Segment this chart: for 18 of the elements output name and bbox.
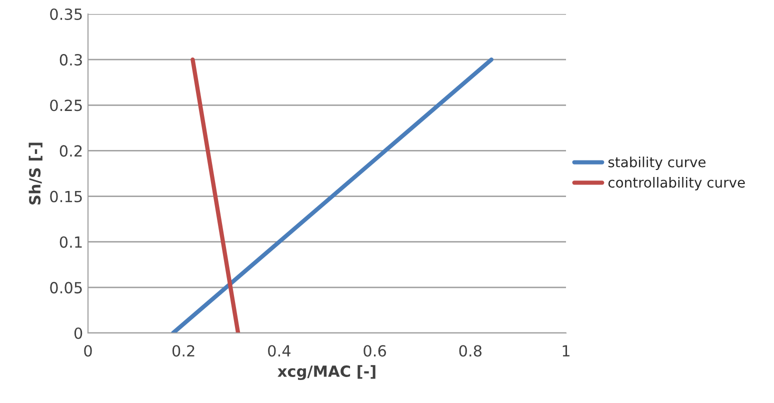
y-tick-label: 0	[74, 327, 82, 340]
legend-label: controllability curve	[608, 176, 745, 190]
x-tick-label: 0.4	[268, 345, 290, 357]
legend-label: stability curve	[608, 156, 706, 170]
x-tick-label: 1	[562, 345, 570, 356]
y-tick-label: 0.15	[50, 190, 82, 202]
x-tick-label: 0	[84, 345, 92, 357]
y-tick-label: 0.05	[50, 282, 82, 294]
x-tick-label: 0.2	[172, 345, 194, 357]
y-tick-label: 0.35	[50, 8, 82, 20]
x-tick-label: 0.8	[459, 345, 482, 357]
x-axis-title: xcg/MAC [-]	[278, 365, 376, 380]
y-tick-label: 0.1	[60, 236, 82, 248]
y-tick-label: 0.3	[60, 54, 82, 66]
y-axis-title: Sh/S [-]	[28, 142, 42, 204]
x-tick-label: 0.6	[364, 345, 386, 357]
y-tick-label: 0.2	[60, 145, 82, 157]
y-tick-label: 0.25	[50, 100, 82, 112]
